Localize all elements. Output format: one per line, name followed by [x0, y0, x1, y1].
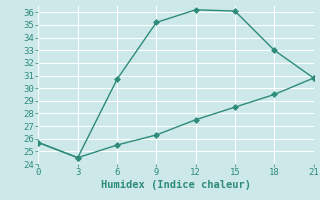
- X-axis label: Humidex (Indice chaleur): Humidex (Indice chaleur): [101, 180, 251, 190]
